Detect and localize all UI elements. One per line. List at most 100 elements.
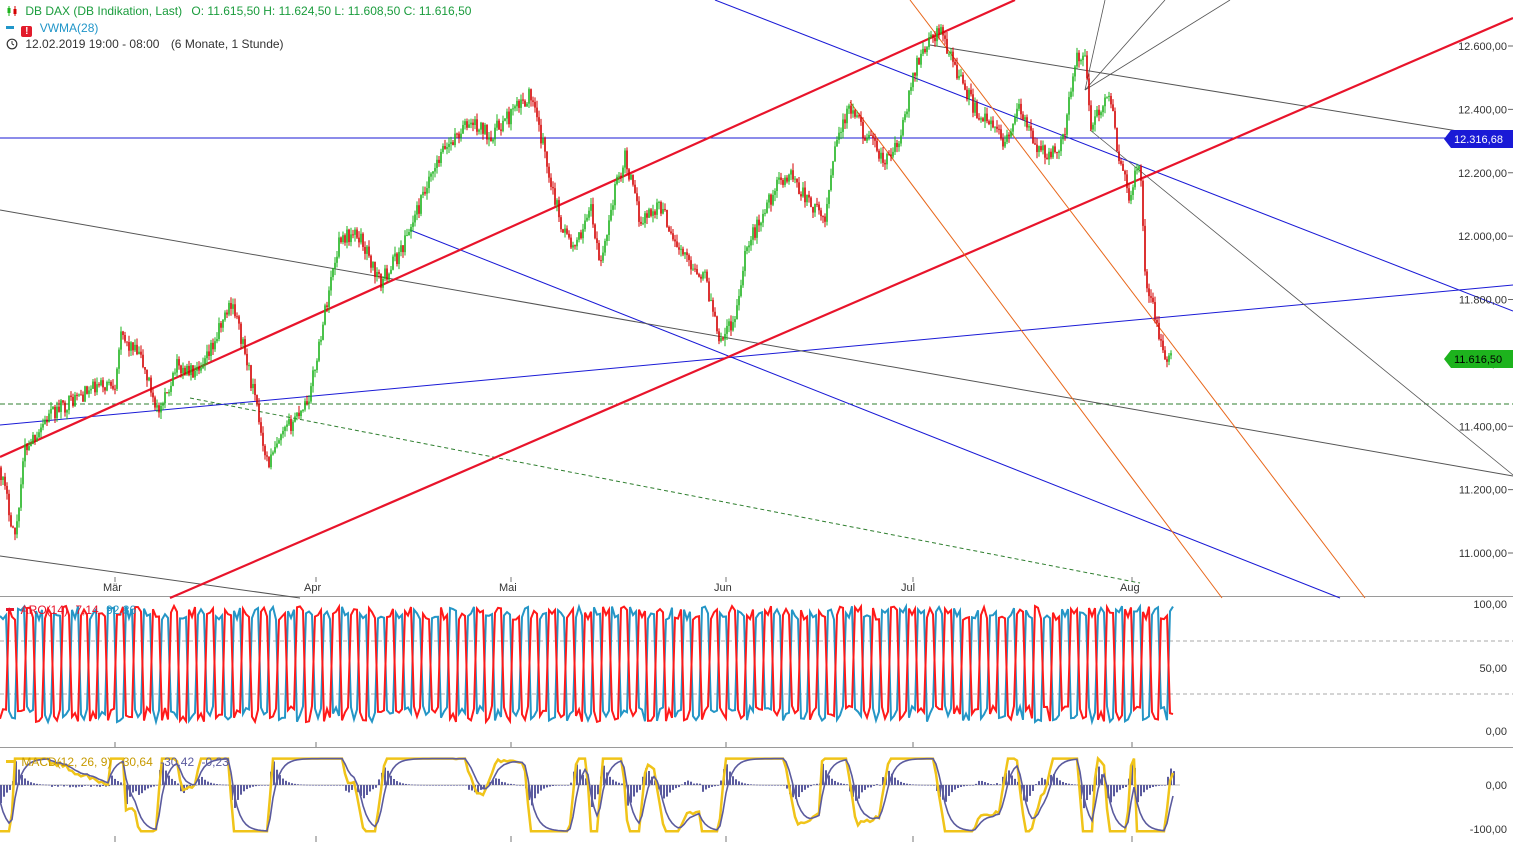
candle-body xyxy=(16,521,18,535)
macd-histogram-bar xyxy=(528,785,530,801)
candle-body xyxy=(638,201,640,222)
candle-body xyxy=(598,243,600,261)
candle-body xyxy=(548,166,550,178)
macd-histogram-bar xyxy=(255,785,257,787)
candle-body xyxy=(684,252,686,255)
candle-body xyxy=(862,121,864,138)
macd-histogram-bar xyxy=(1062,781,1064,785)
macd-histogram-bar xyxy=(144,785,146,791)
candle-body xyxy=(120,331,122,350)
macd-histogram-bar xyxy=(921,784,923,786)
candle-body xyxy=(160,405,162,413)
candle-body xyxy=(426,188,428,194)
candle-body xyxy=(1084,55,1086,57)
macd-histogram-bar xyxy=(516,784,518,786)
histogram-value: -0,23 xyxy=(201,755,229,769)
candle-body xyxy=(510,108,512,125)
candle-body xyxy=(736,305,738,320)
candle-body xyxy=(338,237,340,257)
candle-body xyxy=(226,312,228,315)
candle-body xyxy=(1018,103,1020,109)
candle-body xyxy=(368,246,370,256)
candle-body xyxy=(404,235,406,253)
macd-histogram-bar xyxy=(732,776,734,785)
candle-body xyxy=(204,358,206,365)
candle-body xyxy=(64,402,66,413)
candle-body xyxy=(274,447,276,453)
macd-histogram-bar xyxy=(87,785,89,786)
macd-histogram-bar xyxy=(1041,777,1043,785)
candle-body xyxy=(178,359,180,366)
candle-body xyxy=(926,47,928,53)
macd-histogram-bar xyxy=(345,785,347,791)
macd-histogram-bar xyxy=(252,785,254,787)
macd-histogram-bar xyxy=(1092,785,1094,792)
aroon-tick-label: 50,00 xyxy=(1479,663,1507,675)
macd-histogram-bar xyxy=(1059,780,1061,785)
macd-histogram-bar xyxy=(378,779,380,785)
aroon-swatch xyxy=(6,608,14,611)
candle-body xyxy=(746,247,748,251)
candle-body xyxy=(456,133,458,135)
candle-body xyxy=(1010,131,1012,137)
macd-histogram-bar xyxy=(333,784,335,786)
y-tick-label: 12.000,00 xyxy=(1458,231,1507,243)
macd-histogram-bar xyxy=(99,785,101,787)
candle-body xyxy=(90,388,92,391)
macd-histogram-bar xyxy=(351,785,353,790)
candle-body xyxy=(194,370,196,378)
candle-body xyxy=(476,119,478,132)
macd-histogram-bar xyxy=(594,785,596,800)
candle-body xyxy=(968,89,970,100)
ohlc-values: O: 11.615,50 H: 11.624,50 L: 11.608,50 C… xyxy=(191,4,472,18)
candle-body xyxy=(188,365,190,376)
macd-histogram-bar xyxy=(111,775,113,785)
macd-histogram-bar xyxy=(261,785,263,786)
candle-body xyxy=(298,412,300,417)
candle-body xyxy=(130,342,132,351)
macd-histogram-bar xyxy=(792,785,794,798)
candle-body xyxy=(1078,52,1080,62)
candle-body xyxy=(540,124,542,144)
candle-body xyxy=(206,351,208,359)
macd-histogram-bar xyxy=(513,784,515,785)
candle-body xyxy=(478,129,480,132)
aroon-tick-label: 100,00 xyxy=(1473,599,1507,611)
macd-histogram-bar xyxy=(738,781,740,785)
candle-body xyxy=(998,128,1000,130)
candle-body xyxy=(564,228,566,233)
candle-body xyxy=(362,233,364,247)
candle-body xyxy=(18,507,20,522)
macd-histogram-bar xyxy=(741,782,743,785)
candle-body xyxy=(1106,96,1108,98)
candle-body xyxy=(666,209,668,227)
aroon-down-line xyxy=(0,603,1174,725)
macd-histogram-bar xyxy=(795,785,797,799)
candle-body xyxy=(878,150,880,159)
candle-body xyxy=(244,339,246,354)
candle-body xyxy=(838,132,840,140)
candle-body xyxy=(528,89,530,104)
candle-body xyxy=(810,197,812,207)
candle-body xyxy=(904,114,906,120)
candle-body xyxy=(762,213,764,223)
macd-histogram-bar xyxy=(684,782,686,785)
macd-histogram-bar xyxy=(1089,785,1091,795)
macd-histogram-bar xyxy=(687,780,689,785)
aroon-up-line xyxy=(0,602,1174,726)
macd-histogram-bar xyxy=(198,779,200,785)
candle-body xyxy=(254,383,256,396)
candle-body xyxy=(1118,151,1120,162)
candle-body xyxy=(630,174,632,180)
price-header: DB DAX (DB Indikation, Last) O: 11.615,5… xyxy=(6,4,471,18)
candle-body xyxy=(180,365,182,374)
candle-body xyxy=(1066,114,1068,135)
macd-histogram-bar xyxy=(966,785,968,786)
candle-body xyxy=(432,171,434,174)
macd-histogram-bar xyxy=(822,763,824,785)
candle-body xyxy=(722,338,724,340)
candle-body xyxy=(1136,169,1138,171)
candle-body xyxy=(140,351,142,355)
candle-body xyxy=(1062,134,1064,140)
macd-histogram-bar xyxy=(246,785,248,790)
